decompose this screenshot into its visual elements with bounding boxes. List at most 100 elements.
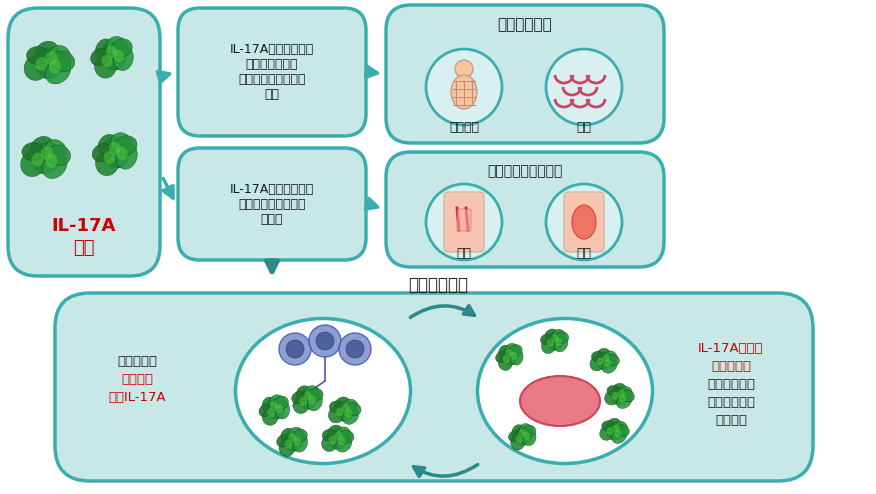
Ellipse shape [611,387,628,405]
Ellipse shape [505,343,519,357]
Ellipse shape [555,332,569,343]
Ellipse shape [288,433,296,442]
Ellipse shape [236,319,411,463]
Ellipse shape [496,351,507,363]
Circle shape [309,325,341,357]
Ellipse shape [42,153,67,178]
Ellipse shape [515,427,531,445]
Ellipse shape [293,434,307,452]
Ellipse shape [270,395,286,410]
Ellipse shape [619,394,626,402]
Ellipse shape [547,339,554,347]
Ellipse shape [335,431,343,440]
Ellipse shape [335,397,350,411]
Text: 鳞屑: 鳞屑 [576,121,591,133]
Ellipse shape [32,142,60,174]
Ellipse shape [35,41,59,62]
Ellipse shape [510,349,523,365]
FancyBboxPatch shape [386,152,664,267]
Ellipse shape [22,143,44,161]
Ellipse shape [344,399,358,414]
Ellipse shape [292,392,306,404]
Text: IL-17A: IL-17A [52,217,117,235]
Ellipse shape [265,399,285,419]
Ellipse shape [41,146,53,160]
Ellipse shape [98,134,118,156]
FancyBboxPatch shape [178,148,366,260]
Ellipse shape [115,136,137,155]
Ellipse shape [299,389,317,410]
Ellipse shape [289,427,304,442]
Ellipse shape [616,425,629,437]
Text: 角质和吸引抗: 角质和吸引抗 [707,396,755,409]
Circle shape [546,49,622,125]
Ellipse shape [49,60,61,74]
Ellipse shape [31,136,53,158]
Ellipse shape [553,329,566,343]
Ellipse shape [106,45,117,58]
Text: 皮肤增厚: 皮肤增厚 [449,121,479,133]
Ellipse shape [602,421,615,431]
Ellipse shape [519,423,533,437]
Ellipse shape [262,397,275,412]
Ellipse shape [522,425,536,437]
Ellipse shape [46,59,71,84]
Ellipse shape [32,153,44,166]
Ellipse shape [328,406,344,423]
Ellipse shape [285,440,293,449]
Ellipse shape [113,49,124,62]
Circle shape [455,60,473,78]
Ellipse shape [110,133,132,155]
Ellipse shape [607,386,619,396]
Ellipse shape [604,359,611,367]
Ellipse shape [292,429,307,443]
Ellipse shape [92,144,112,162]
Ellipse shape [498,355,512,370]
Ellipse shape [336,435,352,452]
Ellipse shape [611,429,626,444]
Circle shape [279,333,311,365]
Ellipse shape [343,408,358,424]
Ellipse shape [275,404,283,413]
Ellipse shape [338,430,354,443]
FancyBboxPatch shape [457,209,471,231]
Ellipse shape [505,349,512,357]
Ellipse shape [540,334,553,345]
Ellipse shape [597,348,610,361]
Ellipse shape [107,37,128,57]
Ellipse shape [572,205,596,239]
Ellipse shape [591,351,604,362]
Ellipse shape [293,437,301,446]
Ellipse shape [512,425,524,438]
Ellipse shape [280,428,294,443]
Ellipse shape [606,427,613,435]
Ellipse shape [259,404,272,417]
Ellipse shape [329,401,343,412]
Ellipse shape [597,357,604,366]
Ellipse shape [503,355,510,363]
Circle shape [426,49,502,125]
Ellipse shape [607,422,623,440]
Ellipse shape [36,47,64,79]
Ellipse shape [328,425,343,439]
Ellipse shape [100,42,126,70]
Ellipse shape [603,359,617,373]
Ellipse shape [307,393,322,411]
Ellipse shape [284,431,302,452]
Ellipse shape [35,57,47,71]
Ellipse shape [604,351,618,365]
Ellipse shape [541,338,555,354]
Circle shape [426,184,502,260]
Ellipse shape [551,334,558,342]
Text: 持续发送信: 持续发送信 [711,360,751,372]
Ellipse shape [555,336,568,352]
FancyBboxPatch shape [178,8,366,136]
Ellipse shape [338,436,346,445]
Ellipse shape [90,48,110,66]
Ellipse shape [336,401,354,421]
Ellipse shape [519,429,526,437]
Text: IL-17A向皮肤发送信
号（角质形成细
胞），造成皮肤角质
过多: IL-17A向皮肤发送信 号（角质形成细 胞），造成皮肤角质 过多 [230,43,314,101]
Ellipse shape [617,394,632,409]
Ellipse shape [498,345,511,359]
Text: 产生越来: 产生越来 [121,372,153,385]
